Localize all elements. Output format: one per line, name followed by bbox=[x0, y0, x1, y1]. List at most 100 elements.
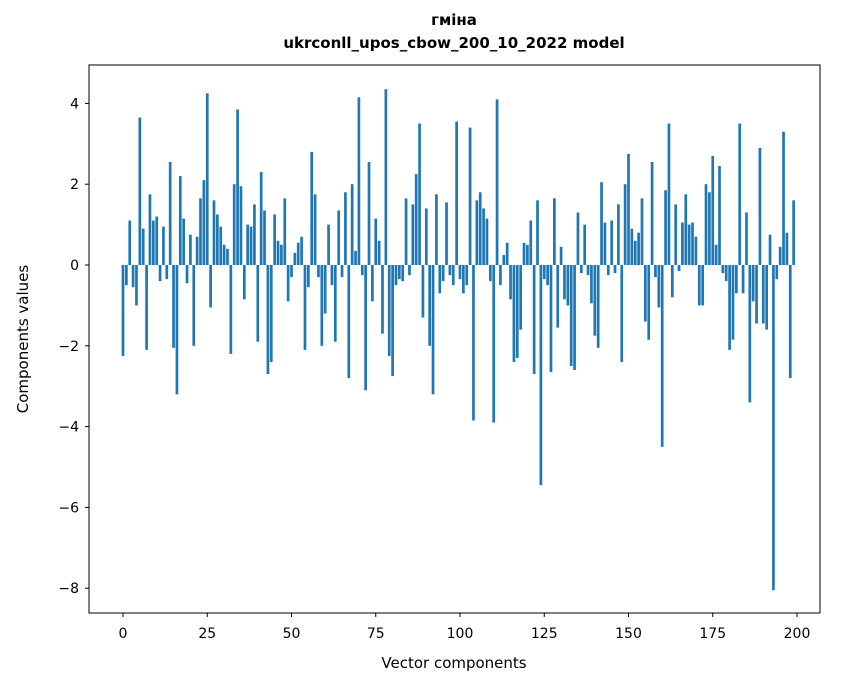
bar bbox=[350, 184, 354, 265]
bar bbox=[337, 210, 341, 265]
bar bbox=[576, 212, 580, 265]
bar bbox=[448, 265, 452, 276]
bar bbox=[381, 265, 384, 334]
bar bbox=[657, 265, 661, 308]
bar bbox=[512, 265, 516, 362]
bar bbox=[778, 246, 782, 265]
bar bbox=[354, 250, 357, 265]
bar bbox=[569, 265, 573, 366]
bar bbox=[620, 265, 624, 362]
bar bbox=[441, 265, 445, 282]
bar bbox=[687, 224, 691, 265]
bar bbox=[340, 265, 344, 278]
bar bbox=[684, 194, 688, 265]
x-tick-label: 25 bbox=[198, 626, 216, 642]
bar bbox=[788, 265, 792, 379]
bar bbox=[263, 210, 266, 265]
bar bbox=[226, 248, 229, 265]
bar bbox=[633, 240, 637, 265]
bar bbox=[526, 244, 529, 265]
bar bbox=[239, 186, 243, 265]
bar bbox=[697, 265, 701, 306]
bar bbox=[458, 265, 462, 280]
bar bbox=[229, 265, 233, 354]
bar bbox=[785, 232, 789, 265]
bar bbox=[445, 202, 448, 265]
plot-frame bbox=[88, 64, 821, 614]
bar bbox=[148, 194, 152, 265]
y-tick-label: −8 bbox=[58, 581, 79, 597]
bar bbox=[168, 161, 172, 265]
x-tick-label: 50 bbox=[283, 626, 301, 642]
bar bbox=[347, 265, 351, 379]
bar bbox=[468, 127, 472, 265]
bar bbox=[310, 151, 314, 265]
bar bbox=[708, 192, 711, 265]
bar bbox=[303, 265, 307, 350]
bar bbox=[377, 240, 381, 265]
bar bbox=[397, 265, 401, 280]
bar bbox=[189, 234, 192, 265]
bar bbox=[549, 265, 553, 373]
bar bbox=[586, 265, 590, 276]
bar bbox=[660, 265, 664, 447]
bar bbox=[344, 192, 347, 265]
bar bbox=[553, 198, 556, 265]
bar bbox=[421, 265, 425, 318]
bar bbox=[738, 123, 742, 265]
bar bbox=[734, 265, 738, 294]
bar bbox=[162, 226, 165, 265]
bar bbox=[640, 198, 644, 265]
bar bbox=[290, 265, 293, 278]
bar bbox=[600, 182, 603, 265]
bar bbox=[792, 200, 795, 265]
bar bbox=[472, 265, 475, 421]
bar bbox=[195, 236, 199, 265]
bar bbox=[205, 93, 209, 265]
bar bbox=[606, 265, 610, 276]
bar bbox=[300, 236, 303, 265]
y-tick-label: −6 bbox=[58, 500, 79, 516]
bar bbox=[724, 265, 728, 282]
bar bbox=[499, 265, 502, 286]
x-tick-label: 0 bbox=[119, 626, 128, 642]
bar bbox=[364, 265, 367, 391]
bar bbox=[704, 184, 708, 265]
bar bbox=[579, 265, 583, 274]
bar bbox=[765, 265, 769, 330]
x-tick-label: 150 bbox=[615, 626, 642, 642]
bar bbox=[273, 214, 276, 265]
bar bbox=[542, 265, 546, 280]
bar bbox=[323, 265, 327, 314]
bar bbox=[192, 265, 196, 346]
bar bbox=[401, 265, 405, 282]
bar bbox=[431, 265, 435, 395]
bar bbox=[664, 190, 667, 265]
bar bbox=[283, 198, 287, 265]
bar bbox=[529, 220, 533, 265]
bar bbox=[155, 216, 159, 265]
bar bbox=[202, 180, 206, 265]
bar bbox=[259, 172, 263, 265]
bar bbox=[269, 265, 273, 362]
bar bbox=[546, 265, 549, 286]
x-tick-label: 125 bbox=[531, 626, 558, 642]
bar bbox=[637, 232, 640, 265]
bar bbox=[559, 246, 563, 265]
bar bbox=[674, 204, 678, 265]
bar bbox=[165, 265, 169, 280]
bar bbox=[391, 265, 394, 377]
bar bbox=[613, 265, 617, 274]
bar bbox=[276, 240, 280, 265]
bar bbox=[414, 174, 418, 265]
bar bbox=[313, 194, 317, 265]
chart-title: гміна bbox=[431, 11, 477, 29]
bar bbox=[718, 166, 721, 265]
bar bbox=[232, 184, 236, 265]
bar bbox=[714, 244, 718, 265]
bar bbox=[630, 228, 634, 265]
bar bbox=[478, 192, 482, 265]
bar bbox=[246, 224, 250, 265]
bar bbox=[728, 265, 731, 350]
bar bbox=[670, 265, 674, 298]
